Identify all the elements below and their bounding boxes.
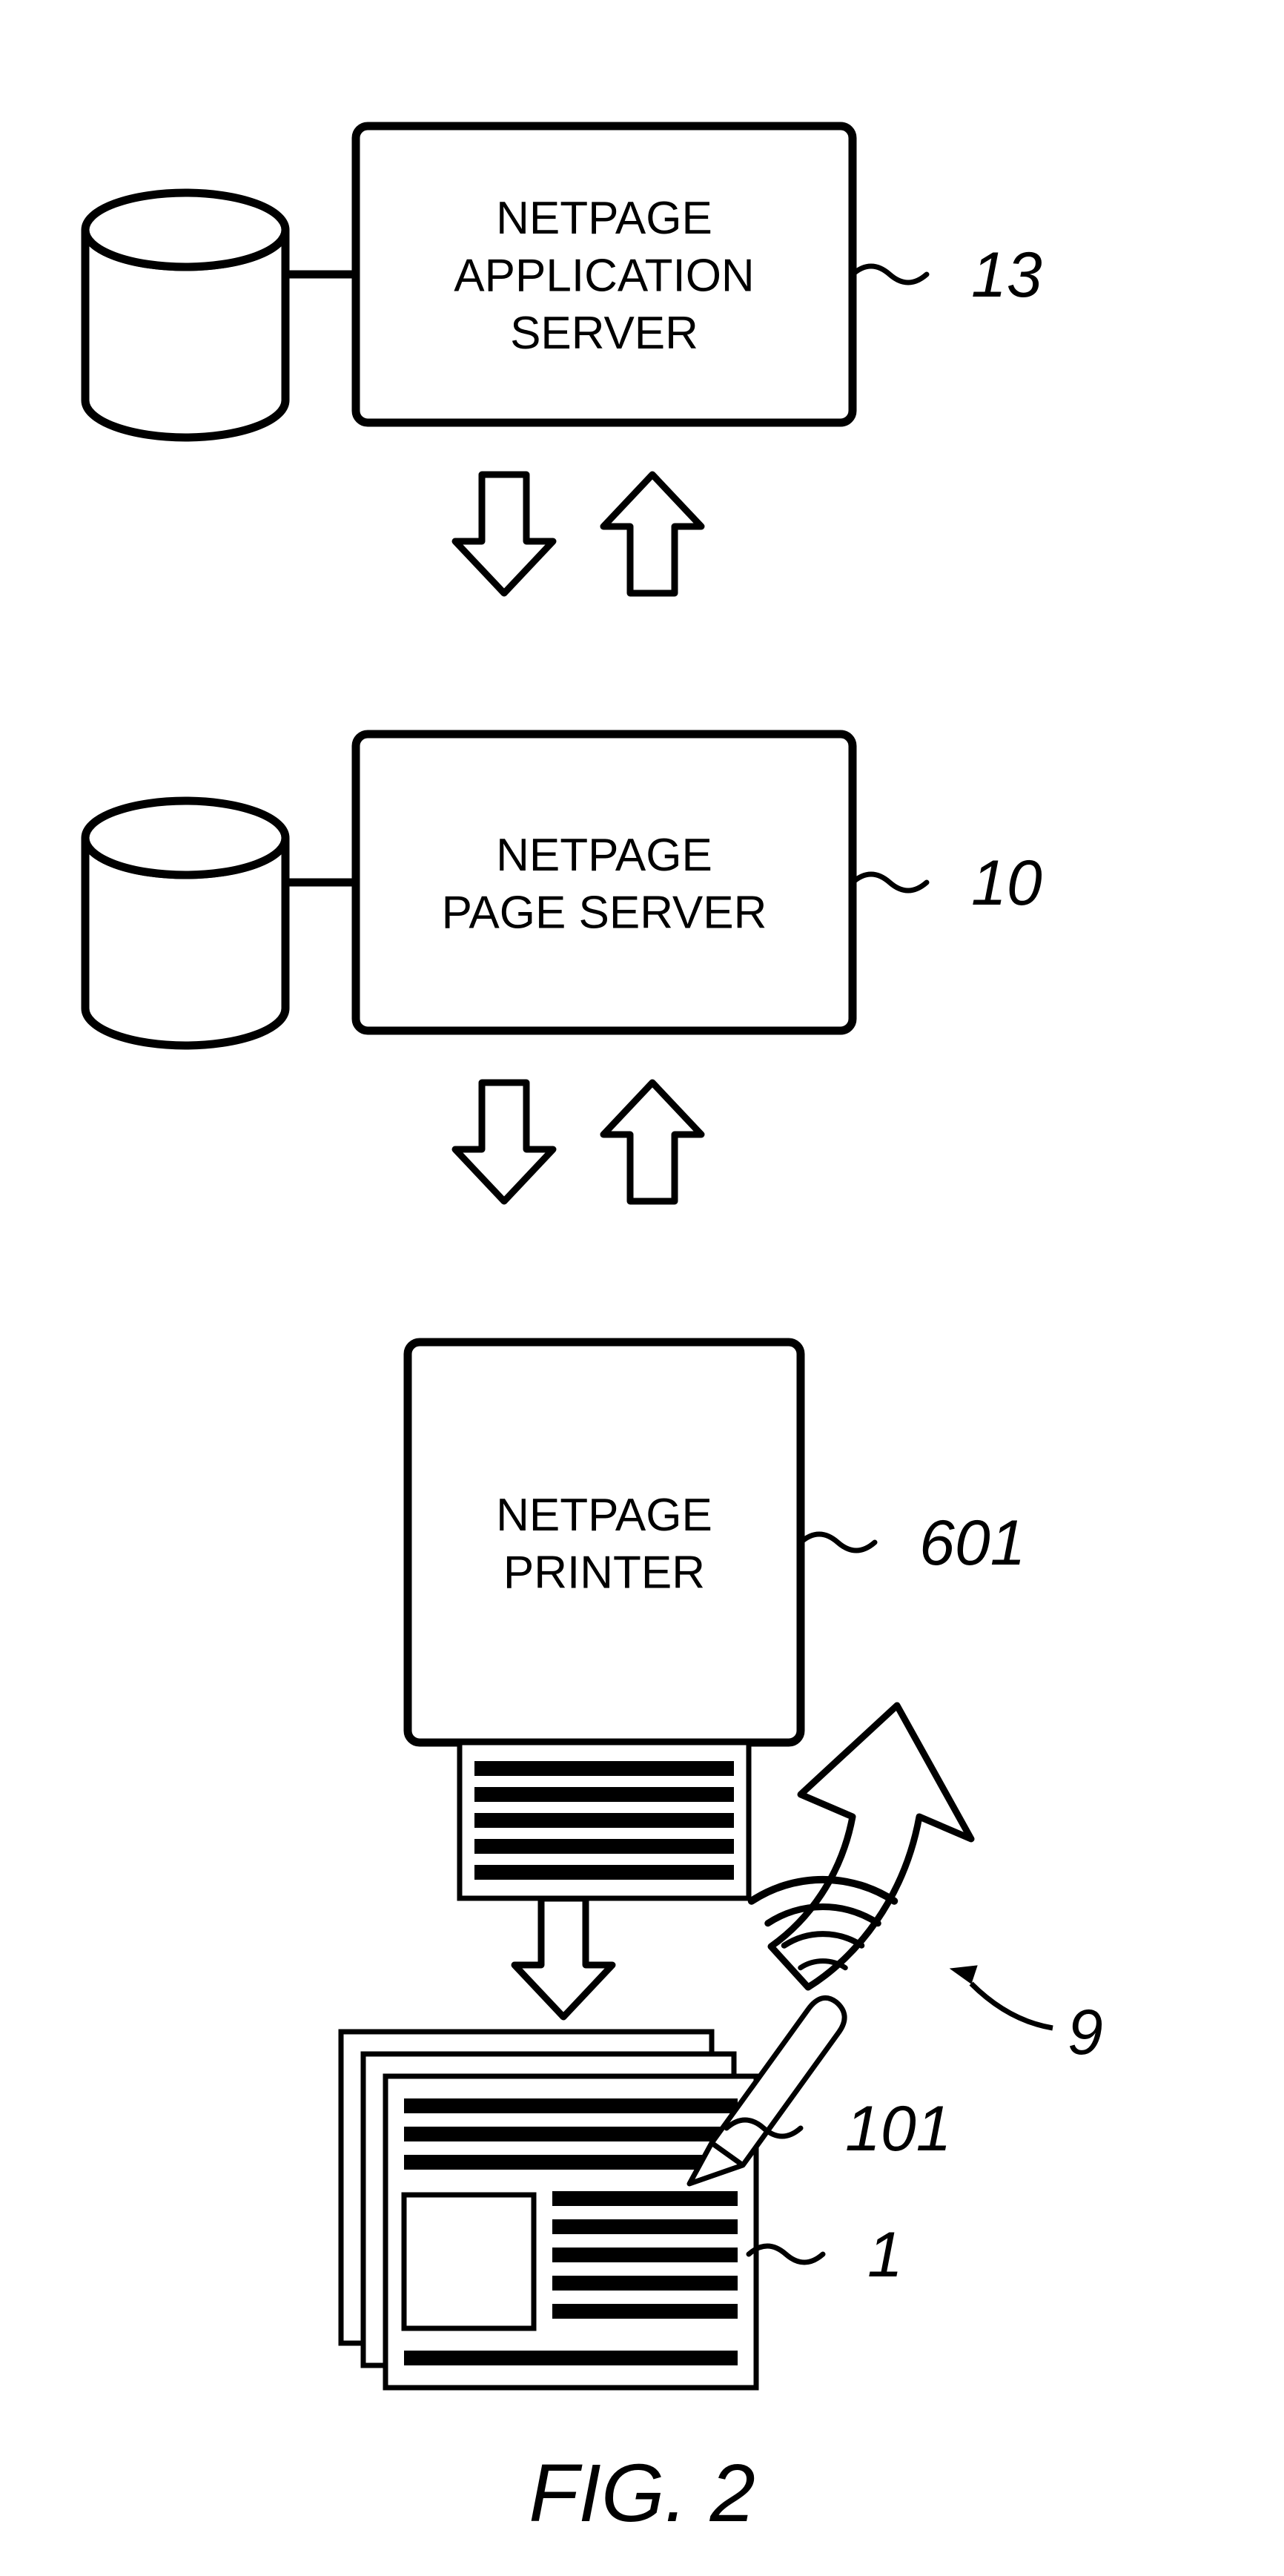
db1-cylinder-top xyxy=(85,193,285,267)
app-server-label-2: SERVER xyxy=(510,308,698,359)
printer-label-0: NETPAGE xyxy=(496,1490,712,1541)
ref-601: 601 xyxy=(919,1507,1026,1579)
page-server-label-0: NETPAGE xyxy=(496,830,712,881)
ref-101: 101 xyxy=(845,2093,952,2164)
ref-9: 9 xyxy=(1068,1997,1103,2068)
page-server-label-1: PAGE SERVER xyxy=(442,887,767,938)
db2-cylinder-top xyxy=(85,801,285,875)
ref-13: 13 xyxy=(971,240,1042,311)
printer-box xyxy=(408,1342,801,1743)
ref-1: 1 xyxy=(867,2219,903,2291)
figure-label: FIG. 2 xyxy=(529,2448,755,2539)
app-server-label-0: NETPAGE xyxy=(496,193,712,244)
ref-10: 10 xyxy=(971,848,1042,919)
app-server-label-1: APPLICATION xyxy=(454,251,754,302)
page-server-box xyxy=(356,734,853,1031)
printer-label-1: PRINTER xyxy=(503,1547,705,1598)
page-image-block xyxy=(404,2195,534,2328)
